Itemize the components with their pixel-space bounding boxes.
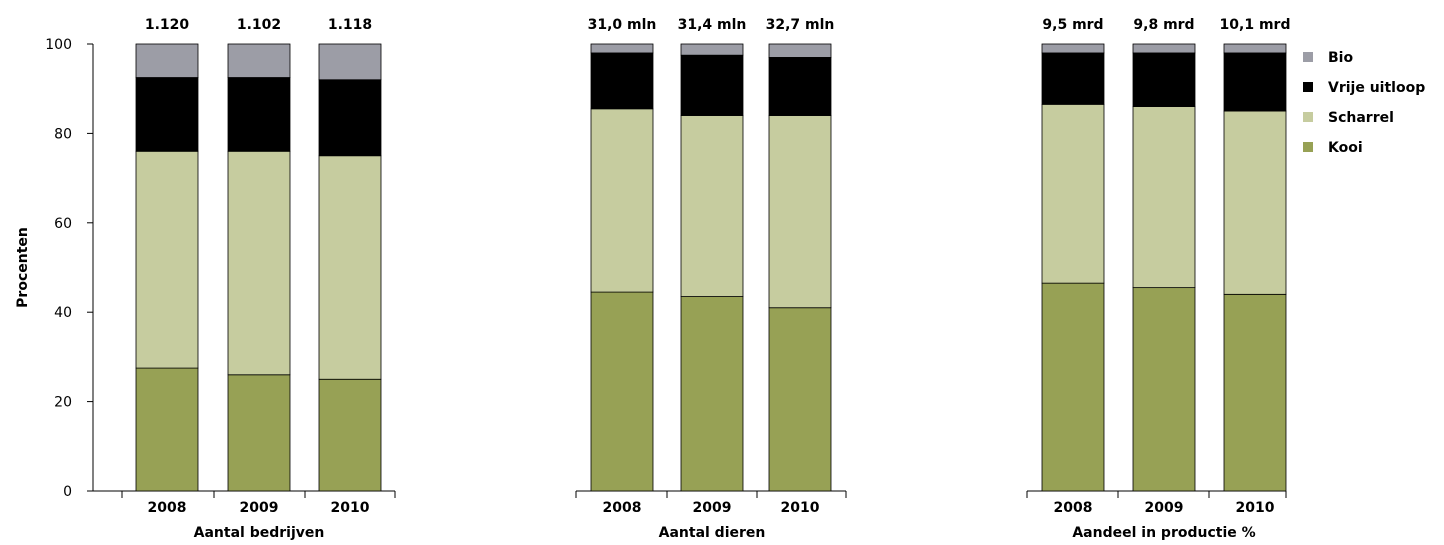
group-label: Aandeel in productie % xyxy=(1072,525,1255,541)
legend-swatch xyxy=(1303,112,1313,122)
x-tick-label: 2009 xyxy=(240,500,279,516)
bar-total-label: 9,8 mrd xyxy=(1133,17,1194,33)
bar-total-label: 31,0 mln xyxy=(588,17,657,33)
bar-segment-bio xyxy=(227,43,291,78)
bar-segment-kooi xyxy=(768,307,832,492)
y-tick-label: 0 xyxy=(63,484,72,500)
bar-segment-kooi xyxy=(318,378,382,492)
bar-total-label: 32,7 mln xyxy=(766,17,835,33)
legend-swatch xyxy=(1303,52,1313,62)
y-tick-label: 40 xyxy=(54,305,72,321)
bar-total-label: 10,1 mrd xyxy=(1220,17,1291,33)
bar-segment-scharrel xyxy=(135,150,199,369)
bar-segment-bio xyxy=(318,43,382,81)
legend-label: Bio xyxy=(1328,50,1353,66)
bar-segment-vrije-uitloop xyxy=(1223,52,1287,112)
bar-segment-bio xyxy=(768,43,832,58)
x-tick-label: 2008 xyxy=(148,500,187,516)
x-tick-label: 2008 xyxy=(1054,500,1093,516)
bar-segment-kooi xyxy=(1132,287,1196,492)
bar-segment-scharrel xyxy=(768,115,832,309)
bar-segment-bio xyxy=(680,43,744,56)
x-tick-label: 2010 xyxy=(331,500,370,516)
legend-swatch xyxy=(1303,82,1313,92)
bar-segment-scharrel xyxy=(1132,106,1196,289)
legend-label: Kooi xyxy=(1328,140,1363,156)
bar-segment-vrije-uitloop xyxy=(135,77,199,152)
bar-segment-bio xyxy=(1041,43,1105,54)
bar-segment-kooi xyxy=(680,296,744,492)
bar-segment-scharrel xyxy=(1041,103,1105,284)
x-tick-label: 2008 xyxy=(603,500,642,516)
y-tick-label: 20 xyxy=(54,395,72,411)
x-tick-label: 2009 xyxy=(693,500,732,516)
legend-swatch xyxy=(1303,142,1313,152)
bar-total-label: 1.102 xyxy=(237,17,281,33)
bar-segment-bio xyxy=(1132,43,1196,54)
bar-segment-scharrel xyxy=(227,150,291,376)
bar-segment-scharrel xyxy=(1223,110,1287,295)
bar-segment-kooi xyxy=(227,374,291,492)
bar-segment-vrije-uitloop xyxy=(590,52,654,110)
group-label: Aantal bedrijven xyxy=(194,525,325,541)
group-label: Aantal dieren xyxy=(659,525,766,541)
bar-segment-vrije-uitloop xyxy=(680,54,744,116)
bar-total-label: 1.120 xyxy=(145,17,190,33)
bar-segment-scharrel xyxy=(318,155,382,380)
bar-segment-kooi xyxy=(1223,293,1287,492)
bar-segment-bio xyxy=(135,43,199,78)
bar-total-label: 31,4 mln xyxy=(678,17,747,33)
x-tick-label: 2010 xyxy=(781,500,820,516)
x-tick-label: 2009 xyxy=(1145,500,1184,516)
bar-segment-vrije-uitloop xyxy=(768,57,832,116)
bar-total-label: 1.118 xyxy=(328,17,372,33)
x-tick-label: 2010 xyxy=(1236,500,1275,516)
bar-segment-bio xyxy=(1223,43,1287,54)
y-tick-label: 80 xyxy=(54,126,72,142)
bar-total-label: 9,5 mrd xyxy=(1042,17,1103,33)
bar-segment-vrije-uitloop xyxy=(1041,52,1105,105)
bar-segment-kooi xyxy=(1041,282,1105,492)
legend-label: Vrije uitloop xyxy=(1328,80,1425,96)
bar-segment-kooi xyxy=(590,291,654,492)
y-axis-title: Procenten xyxy=(15,227,31,308)
bar-segment-bio xyxy=(590,43,654,54)
bar-segment-vrije-uitloop xyxy=(227,77,291,152)
bar-segment-kooi xyxy=(135,367,199,492)
legend-label: Scharrel xyxy=(1328,110,1394,126)
bar-segment-vrije-uitloop xyxy=(318,79,382,157)
bar-segment-vrije-uitloop xyxy=(1132,52,1196,107)
y-tick-label: 60 xyxy=(54,216,72,232)
bar-segment-scharrel xyxy=(680,115,744,297)
y-tick-label: 100 xyxy=(45,37,72,53)
bar-segment-scharrel xyxy=(590,108,654,293)
